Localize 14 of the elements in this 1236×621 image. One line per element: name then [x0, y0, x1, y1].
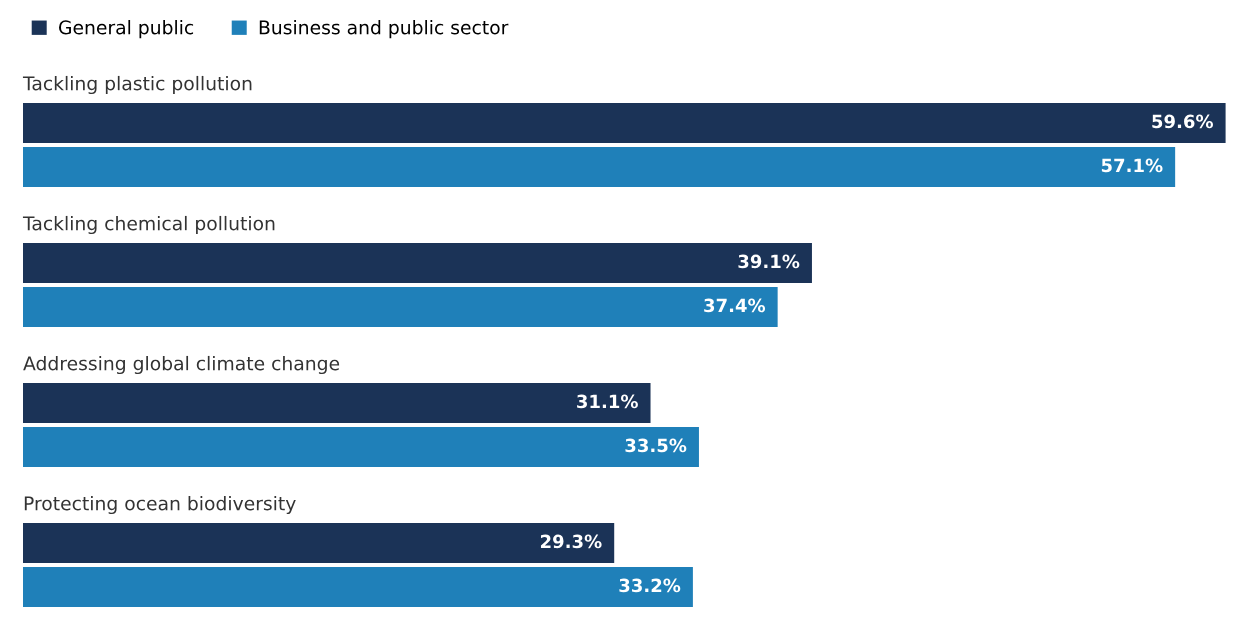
legend-label: Business and public sector [259, 19, 509, 39]
y-tick-label: Tackling chemical pollution [22, 215, 275, 235]
data-label: 33.2% [619, 578, 681, 593]
data-label: 37.4% [704, 298, 766, 313]
data-label: 39.1% [738, 254, 800, 269]
y-tick-label: Tackling plastic pollution [22, 75, 252, 95]
data-label: 57.1% [1101, 158, 1163, 173]
legend-label: General public [59, 19, 194, 39]
data-label: 31.1% [577, 394, 638, 409]
data-label: 29.3% [540, 534, 602, 549]
data-label: 33.5% [625, 438, 687, 453]
data-label: 59.6% [1152, 114, 1213, 129]
y-tick-label: Protecting ocean biodiversity [24, 495, 296, 515]
y-tick-label: Addressing global climate change [23, 355, 340, 375]
